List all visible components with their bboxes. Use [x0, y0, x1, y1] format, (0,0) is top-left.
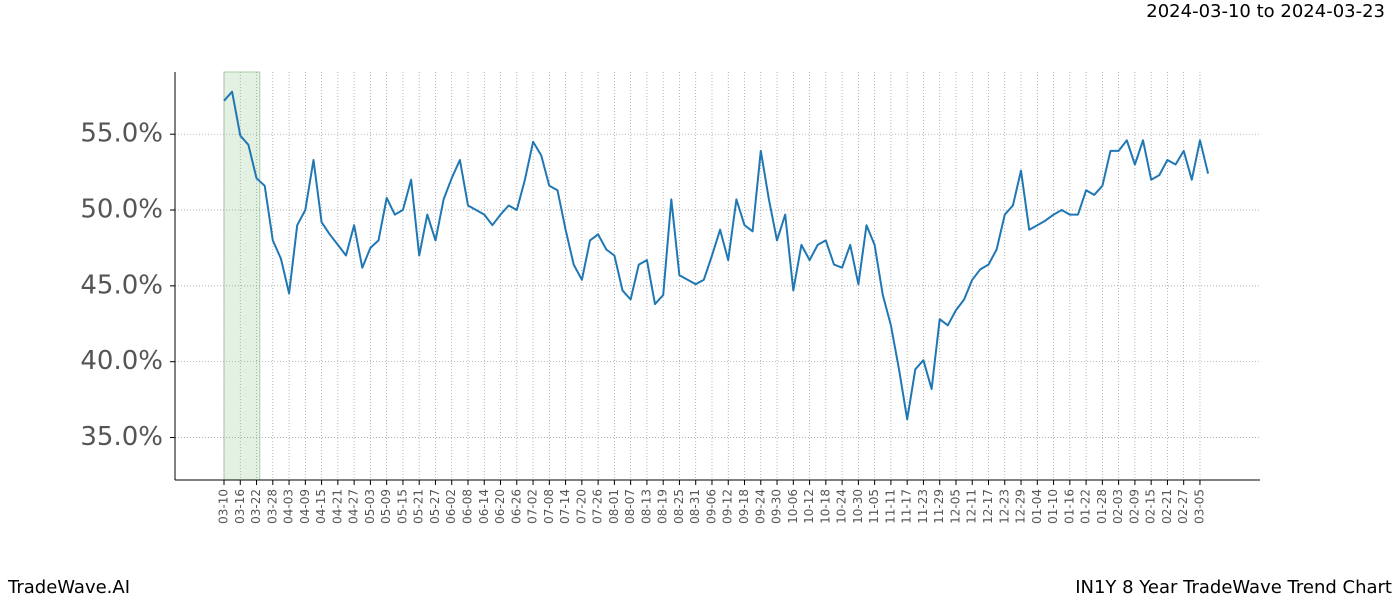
- x-tick-label: 02-21: [1160, 489, 1174, 524]
- x-tick-label: 04-27: [347, 489, 361, 524]
- x-tick-label: 11-05: [867, 489, 881, 524]
- y-tick-label: 45.0%: [80, 270, 163, 300]
- x-tick-label: 07-26: [591, 489, 605, 524]
- x-tick-label: 03-22: [249, 489, 263, 524]
- x-tick-label: 09-30: [770, 489, 784, 524]
- x-tick-label: 07-20: [574, 489, 588, 524]
- x-tick-label: 08-01: [607, 489, 621, 524]
- x-tick-label: 11-17: [900, 489, 914, 524]
- x-tick-label: 08-13: [639, 489, 653, 524]
- x-tick-label: 03-10: [217, 489, 231, 524]
- x-tick-label: 06-02: [444, 489, 458, 524]
- x-tick-label: 08-07: [623, 489, 637, 524]
- x-tick-label: 04-03: [282, 489, 296, 524]
- x-tick-label: 01-22: [1079, 489, 1093, 524]
- x-tick-label: 12-17: [981, 489, 995, 524]
- x-tick-label: 09-18: [737, 489, 751, 524]
- x-tick-label: 04-09: [298, 489, 312, 524]
- x-tick-label: 09-24: [753, 489, 767, 524]
- x-tick-label: 01-04: [1030, 489, 1044, 524]
- x-tick-label: 11-23: [916, 489, 930, 524]
- x-tick-label: 11-11: [883, 489, 897, 524]
- x-tick-label: 04-15: [314, 489, 328, 524]
- x-tick-label: 01-28: [1095, 489, 1109, 524]
- x-tick-label: 03-05: [1192, 489, 1206, 524]
- chart-title: 2024-03-10 to 2024-03-23: [1146, 1, 1385, 22]
- x-tick-label: 12-05: [948, 489, 962, 524]
- x-tick-label: 06-08: [460, 489, 474, 524]
- y-tick-label: 55.0%: [80, 119, 163, 149]
- x-tick-label: 01-16: [1062, 489, 1076, 524]
- x-tick-label: 07-02: [526, 489, 540, 524]
- footer-left: TradeWave.AI: [7, 577, 130, 598]
- x-tick-label: 07-08: [542, 489, 556, 524]
- x-tick-label: 05-21: [412, 489, 426, 524]
- x-tick-label: 12-11: [965, 489, 979, 524]
- x-tick-label: 10-18: [818, 489, 832, 524]
- x-tick-label: 06-26: [509, 489, 523, 524]
- x-tick-label: 10-30: [851, 489, 865, 524]
- x-tick-label: 08-25: [672, 489, 686, 524]
- x-tick-label: 04-21: [330, 489, 344, 524]
- x-tick-label: 02-27: [1176, 489, 1190, 524]
- x-tick-label: 02-15: [1144, 489, 1158, 524]
- footer-right: IN1Y 8 Year TradeWave Trend Chart: [1075, 577, 1392, 598]
- x-tick-label: 10-24: [835, 489, 849, 524]
- x-tick-label: 10-06: [786, 489, 800, 524]
- x-tick-label: 08-31: [688, 489, 702, 524]
- x-tick-label: 05-09: [379, 489, 393, 524]
- x-tick-label: 03-28: [265, 489, 279, 524]
- line: [223, 90, 1210, 421]
- x-tick-label: 05-27: [428, 489, 442, 524]
- x-tick-label: 07-14: [558, 489, 572, 524]
- x-tick-label: 01-10: [1046, 489, 1060, 524]
- x-tick-label: 09-06: [704, 489, 718, 524]
- x-tick-label: 02-03: [1111, 489, 1125, 524]
- x-tick-label: 11-29: [932, 489, 946, 524]
- highlight-window: [223, 71, 261, 481]
- x-tick-label: 05-03: [363, 489, 377, 524]
- y-tick-label: 35.0%: [80, 422, 163, 452]
- x-tick-label: 03-16: [233, 489, 247, 524]
- x-tick-label: 02-09: [1127, 489, 1141, 524]
- x-tick-label: 10-12: [802, 489, 816, 524]
- x-tick-label: 06-14: [477, 489, 491, 524]
- y-tick-label: 50.0%: [80, 195, 163, 225]
- x-tick-label: 06-20: [493, 489, 507, 524]
- x-tick-label: 05-15: [395, 489, 409, 524]
- x-tick-label: 08-19: [656, 489, 670, 524]
- x-tick-label: 12-29: [1014, 489, 1028, 524]
- y-tick-label: 40.0%: [80, 346, 163, 376]
- x-tick-label: 09-12: [721, 489, 735, 524]
- x-tick-label: 12-23: [997, 489, 1011, 524]
